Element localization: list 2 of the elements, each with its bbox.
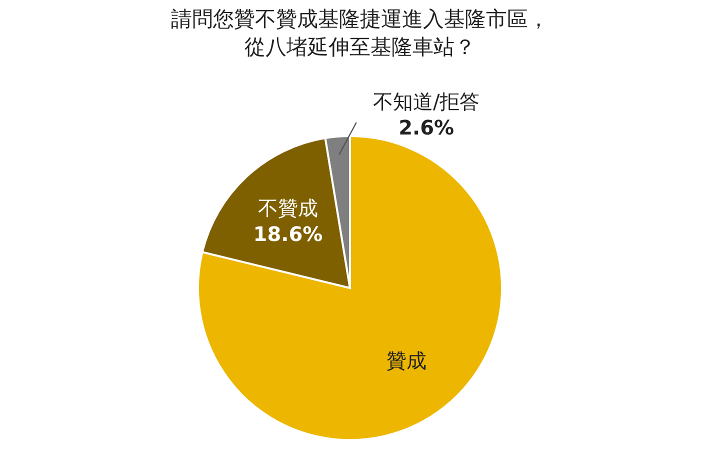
title: 從八堵延伸至基隆車站？ xyxy=(244,35,476,59)
title: 請問您贊不贊成基隆捷運進入基隆市區， xyxy=(171,7,549,31)
